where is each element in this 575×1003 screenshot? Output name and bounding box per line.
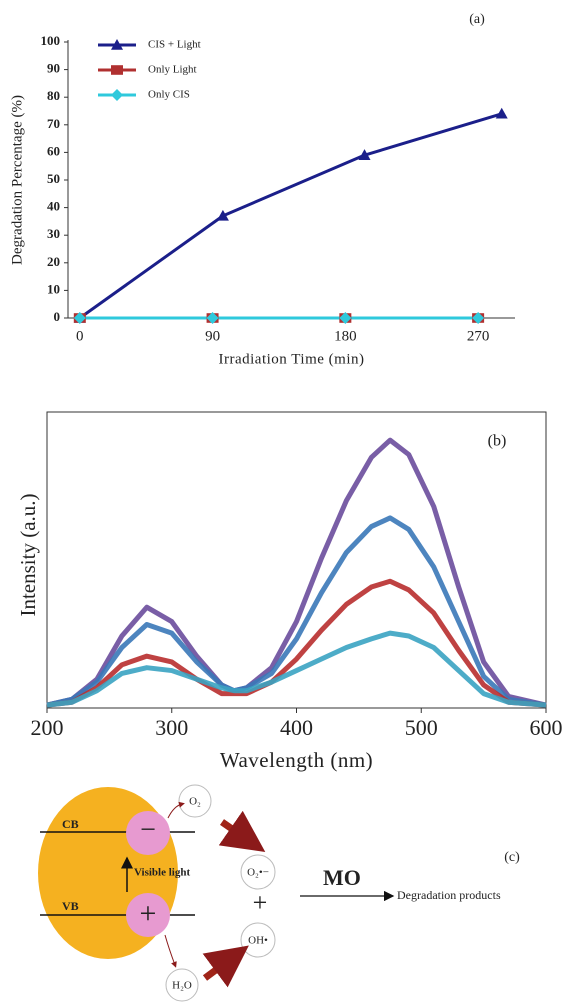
superoxide-circle	[240, 854, 276, 890]
x-tick-label: 300	[155, 715, 188, 740]
curl-arrow	[164, 934, 177, 968]
marker	[495, 107, 508, 119]
hydroxyl: OH•	[248, 935, 268, 947]
legend-label: Only Light	[148, 64, 197, 76]
products: Degradation products	[397, 888, 501, 902]
marker	[339, 312, 352, 324]
superoxide: O₂•−	[247, 867, 269, 879]
electron-circle	[126, 811, 170, 855]
curl-arrow	[167, 801, 185, 819]
series-line	[46, 437, 547, 708]
y-tick-label: 30	[47, 226, 60, 241]
h2o-circle	[165, 968, 199, 1002]
legend-label: CIS + Light	[148, 39, 201, 51]
o2-circle	[178, 784, 212, 818]
x-tick-label: 500	[405, 715, 438, 740]
excitation-label: Visible light	[134, 867, 190, 879]
chart: 200 300 400 500 600 Intensity (a.u.) Wavelengt…	[16, 411, 563, 772]
h2o: H₂O	[172, 980, 192, 992]
panel-label: (a)	[469, 12, 485, 27]
y-tick-label: 50	[47, 171, 60, 186]
x-axis-label: Wavelength (nm)	[220, 748, 373, 772]
marker	[216, 209, 229, 221]
y-tick-label: 90	[47, 61, 60, 76]
panel-label: (b)	[488, 433, 507, 450]
diagram: − + CB VB Visible light O₂ H₂O O₂•− OH• …	[38, 784, 520, 1002]
x-tick-label: 200	[31, 715, 64, 740]
legend-marker	[111, 65, 123, 75]
plus: +	[253, 888, 268, 917]
y-tick-label: 60	[47, 143, 60, 158]
series-line	[46, 630, 547, 708]
hole-circle	[126, 893, 170, 937]
marker	[206, 312, 219, 324]
x-tick-label: 180	[334, 328, 357, 344]
chart: 0 10 20 30 40 50 60 70 80 90 100 0 90 180 270 Degradati…	[9, 12, 515, 367]
x-tick-label: 0	[76, 328, 84, 344]
x-tick-label: 600	[530, 715, 563, 740]
x-tick-label: 400	[280, 715, 313, 740]
y-tick-label: 10	[47, 281, 60, 296]
o2: O₂	[189, 796, 201, 808]
y-tick-label: 0	[54, 309, 61, 324]
y-tick-label: 40	[47, 199, 60, 214]
cb-label: CB	[62, 817, 79, 831]
x-tick-label: 270	[467, 328, 490, 344]
y-axis-label: Intensity (a.u.)	[16, 493, 40, 616]
thick-arrow	[218, 810, 266, 852]
hole: +	[140, 897, 157, 930]
legend-label: Only CIS	[148, 89, 190, 101]
y-tick-label: 80	[47, 88, 60, 103]
series-line	[46, 578, 547, 708]
x-tick-label: 90	[205, 328, 220, 344]
y-tick-label: 100	[41, 33, 61, 48]
legend-marker	[111, 89, 123, 101]
series-line	[78, 112, 503, 320]
y-tick-label: 20	[47, 254, 60, 269]
hydroxyl-circle	[240, 922, 276, 958]
marker	[73, 312, 86, 324]
x-axis-label: Irradiation Time (min)	[219, 351, 365, 367]
thick-arrow	[202, 945, 249, 988]
electron: −	[140, 814, 156, 845]
y-axis-label: Degradation Percentage (%)	[9, 95, 25, 265]
legend-marker	[111, 39, 123, 50]
vb-label: VB	[62, 899, 79, 913]
series-line	[46, 515, 547, 708]
pollutant: MO	[323, 865, 361, 890]
panel-label: (c)	[504, 850, 520, 865]
y-tick-label: 70	[47, 116, 60, 131]
marker	[472, 312, 485, 324]
marker	[358, 149, 371, 160]
